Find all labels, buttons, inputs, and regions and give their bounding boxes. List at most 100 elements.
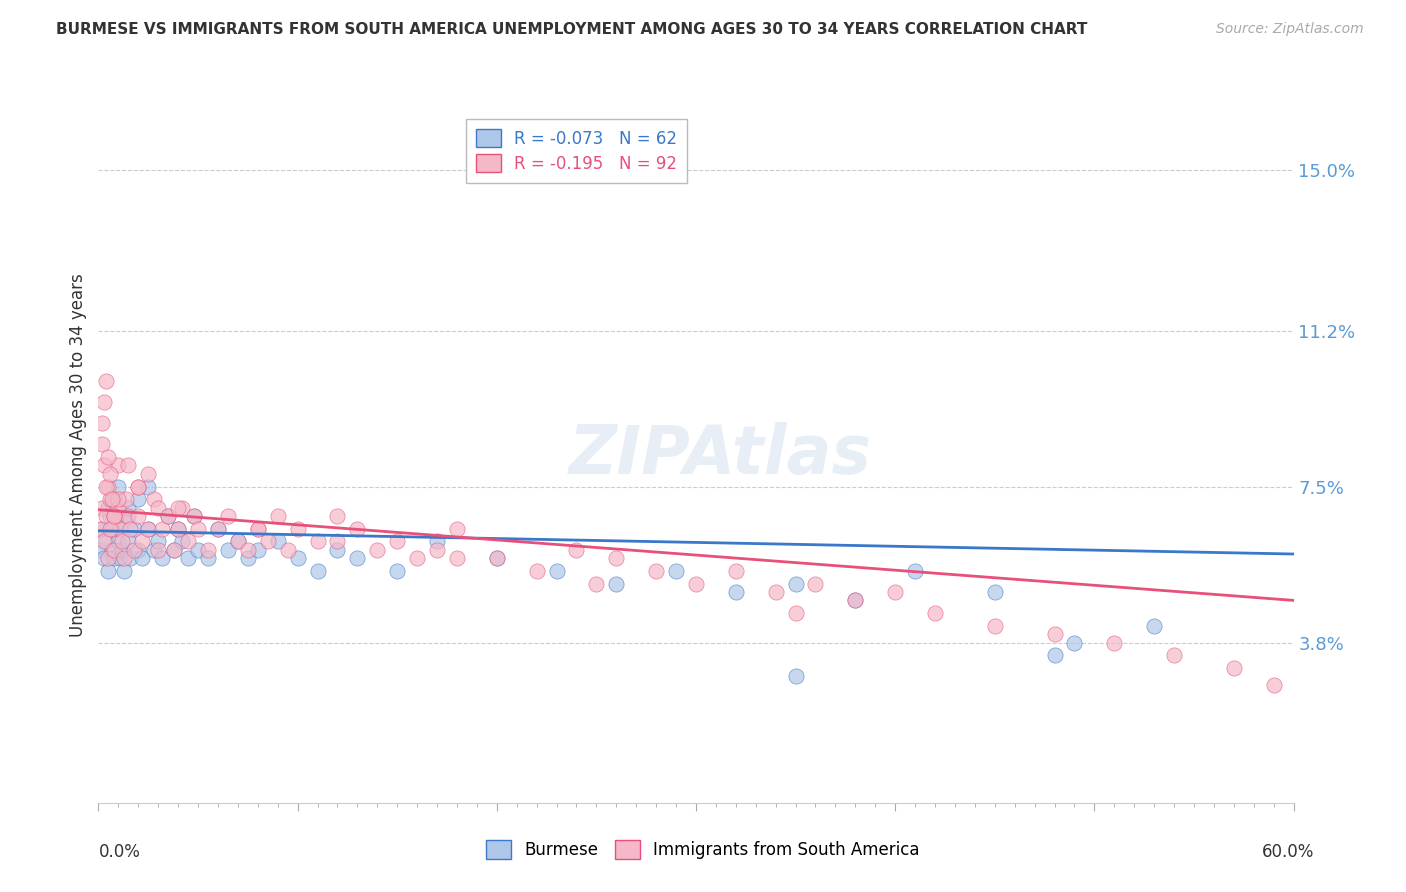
Point [120,522,142,536]
Point [585,576,607,591]
Point [385,564,409,578]
Point [103,509,125,524]
Point [246,542,269,557]
Point [287,522,309,536]
Point [326,542,349,557]
Point [127,492,149,507]
Point [167,522,190,536]
Point [924,606,946,620]
Point [124,542,146,557]
Point [167,500,190,515]
Point [724,585,747,599]
Text: 0.0%: 0.0% [98,843,141,861]
Point [112,564,135,578]
Point [127,542,149,557]
Point [884,585,907,599]
Point [187,522,209,536]
Point [446,551,468,566]
Point [107,500,129,515]
Point [217,509,239,524]
Point [105,509,128,524]
Point [307,564,329,578]
Point [136,522,159,536]
Legend: R = -0.073   N = 62, R = -0.195   N = 92: R = -0.073 N = 62, R = -0.195 N = 92 [465,119,688,183]
Point [785,576,807,591]
Point [98,492,122,507]
Point [103,551,125,566]
Point [97,551,120,566]
Point [120,551,142,566]
Point [246,522,269,536]
Point [605,551,627,566]
Point [163,542,186,557]
Point [98,509,122,524]
Point [485,551,508,566]
Point [91,500,114,515]
Point [107,534,129,549]
Legend: Burmese, Immigrants from South America: Burmese, Immigrants from South America [479,834,927,866]
Point [136,467,159,481]
Point [127,479,149,493]
Text: ZIPAtlas: ZIPAtlas [568,422,872,488]
Point [117,509,139,524]
Point [136,522,159,536]
Point [246,522,269,536]
Point [167,522,190,536]
Point [124,522,146,536]
Point [785,606,807,620]
Point [485,551,508,566]
Point [150,551,173,566]
Point [96,479,118,493]
Point [346,522,368,536]
Point [804,576,827,591]
Point [724,564,747,578]
Point [157,509,180,524]
Point [1163,648,1185,663]
Point [93,534,115,549]
Point [267,509,290,524]
Point [98,522,122,536]
Point [163,542,186,557]
Point [136,479,159,493]
Point [983,585,1005,599]
Point [546,564,568,578]
Text: BURMESE VS IMMIGRANTS FROM SOUTH AMERICA UNEMPLOYMENT AMONG AGES 30 TO 34 YEARS : BURMESE VS IMMIGRANTS FROM SOUTH AMERICA… [56,22,1088,37]
Point [426,542,449,557]
Point [101,522,124,536]
Point [406,551,429,566]
Point [844,593,866,607]
Point [103,509,125,524]
Point [103,492,125,507]
Text: Source: ZipAtlas.com: Source: ZipAtlas.com [1216,22,1364,37]
Point [96,534,118,549]
Point [366,542,388,557]
Point [143,492,166,507]
Point [148,534,170,549]
Point [107,492,129,507]
Point [207,522,229,536]
Point [131,534,153,549]
Point [150,522,173,536]
Point [127,509,149,524]
Point [96,374,118,388]
Point [665,564,688,578]
Y-axis label: Unemployment Among Ages 30 to 34 years: Unemployment Among Ages 30 to 34 years [69,273,87,637]
Point [287,551,309,566]
Point [1043,648,1066,663]
Point [177,534,200,549]
Point [89,542,111,557]
Point [107,458,129,473]
Point [326,534,349,549]
Point [93,395,115,409]
Point [183,509,205,524]
Point [197,542,219,557]
Point [97,450,120,464]
Point [117,500,139,515]
Point [346,551,368,566]
Point [207,522,229,536]
Point [1043,627,1066,641]
Point [110,522,132,536]
Point [217,542,239,557]
Point [645,564,668,578]
Point [326,509,349,524]
